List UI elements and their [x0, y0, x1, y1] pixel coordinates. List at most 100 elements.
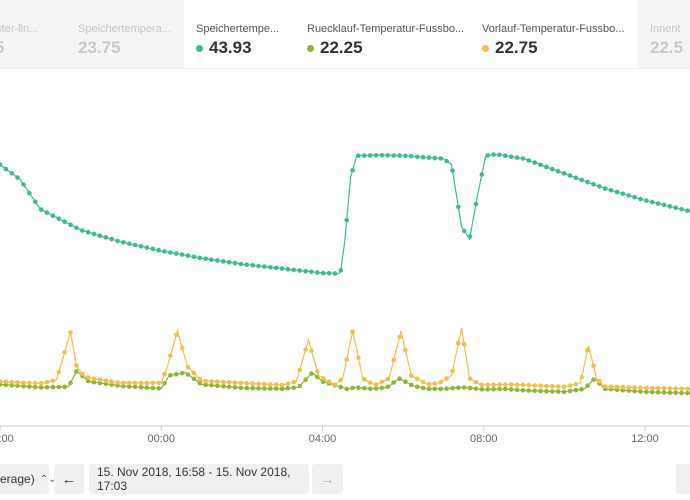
data-point — [638, 389, 643, 394]
data-point — [397, 334, 402, 340]
data-point — [33, 381, 38, 386]
data-point — [420, 379, 426, 385]
series-tab-4[interactable]: Vorlauf-Temperatur-Fussbo... 22.75 — [469, 0, 637, 68]
previous-range-button[interactable]: ← — [54, 464, 84, 494]
series-tab-value-text: .5 — [0, 38, 4, 58]
data-point — [273, 386, 279, 392]
data-point — [426, 155, 432, 160]
data-point — [162, 381, 167, 386]
data-point — [85, 375, 91, 380]
data-point — [15, 175, 20, 180]
data-point — [420, 385, 426, 391]
data-point — [520, 382, 526, 388]
data-point — [132, 242, 138, 248]
data-point — [303, 268, 308, 274]
data-point — [203, 256, 208, 262]
data-point — [567, 383, 573, 388]
data-point — [179, 370, 185, 376]
data-point — [673, 205, 678, 211]
data-point — [550, 384, 555, 389]
series-tab-1[interactable]: Speichertempera... 23.75 — [68, 0, 184, 68]
data-point — [344, 357, 350, 362]
data-point — [579, 375, 584, 380]
data-point — [315, 369, 320, 374]
data-point — [679, 390, 684, 396]
next-range-button[interactable]: → — [312, 464, 343, 494]
line-chart: 20:00 00:00 04:00 08:00 12:00 — [0, 152, 690, 445]
data-point — [56, 216, 62, 221]
series-tab-label: Speichertempera... — [78, 23, 171, 35]
data-point — [97, 233, 103, 238]
data-point — [503, 382, 508, 387]
data-point — [544, 388, 549, 394]
data-point — [15, 380, 20, 385]
data-point — [655, 385, 661, 391]
data-point — [473, 379, 479, 385]
data-point — [168, 373, 173, 378]
data-point — [444, 158, 449, 164]
data-point — [420, 154, 426, 160]
data-point — [485, 153, 491, 158]
series-line — [0, 153, 690, 275]
data-point — [379, 385, 385, 391]
toolbar-right-button[interactable] — [676, 464, 690, 494]
time-range-picker[interactable]: 15. Nov 2018, 16:58 - 15. Nov 2018, 17:0… — [89, 464, 309, 494]
data-point — [68, 222, 73, 228]
data-point — [250, 381, 255, 386]
data-point — [232, 380, 238, 385]
data-point — [33, 384, 38, 390]
series-tab-0[interactable]: nster-lin... .5 — [0, 0, 68, 68]
data-point — [203, 382, 208, 388]
toolbar: verage) ⌃⌄ ← 15. Nov 2018, 16:58 - 15. N… — [0, 464, 690, 494]
data-point — [56, 384, 62, 390]
data-point — [203, 378, 208, 384]
data-point — [97, 377, 103, 383]
data-point — [109, 379, 114, 384]
data-point — [0, 162, 3, 167]
data-point — [638, 385, 643, 391]
data-point — [197, 376, 203, 382]
data-point — [138, 380, 144, 386]
data-point — [644, 389, 649, 395]
data-point — [250, 385, 255, 391]
data-point — [238, 385, 244, 391]
data-point — [491, 152, 496, 157]
data-point — [632, 194, 637, 200]
data-point — [338, 268, 344, 273]
data-point — [555, 169, 561, 174]
series-tab-5[interactable]: Innent 22.5 — [637, 0, 690, 68]
data-point — [197, 380, 203, 386]
data-point — [127, 380, 132, 386]
arrow-right-icon: → — [320, 470, 335, 488]
data-point — [614, 384, 620, 390]
data-point — [661, 386, 667, 391]
data-point — [644, 198, 649, 203]
series-tab-3[interactable]: Ruecklauf-Temperatur-Fussbo... 22.25 — [297, 0, 469, 68]
series-tab-bar: nster-lin....5Speichertempera...23.75Spe… — [0, 0, 690, 69]
data-point — [397, 376, 402, 382]
data-point — [561, 384, 567, 390]
series-2 — [0, 327, 690, 392]
data-point — [497, 382, 502, 387]
series-tab-label: Innent — [650, 23, 681, 35]
data-point — [332, 271, 338, 276]
data-point — [244, 262, 250, 267]
data-point — [391, 357, 397, 363]
data-point — [250, 263, 255, 268]
data-point — [602, 186, 608, 191]
data-point — [514, 387, 520, 393]
data-point — [132, 384, 138, 390]
series-tab-2[interactable]: Speichertempe... 43.93 — [184, 0, 297, 68]
data-point — [33, 199, 38, 204]
data-point — [350, 385, 355, 391]
data-point — [38, 381, 44, 386]
data-point — [679, 207, 684, 212]
data-point — [573, 381, 579, 387]
aggregation-select[interactable]: verage) ⌃⌄ — [0, 464, 56, 494]
data-point — [373, 153, 379, 158]
data-point — [673, 390, 678, 396]
data-point — [573, 175, 579, 181]
data-point — [567, 388, 573, 394]
data-point — [473, 386, 479, 392]
data-point — [426, 386, 432, 392]
